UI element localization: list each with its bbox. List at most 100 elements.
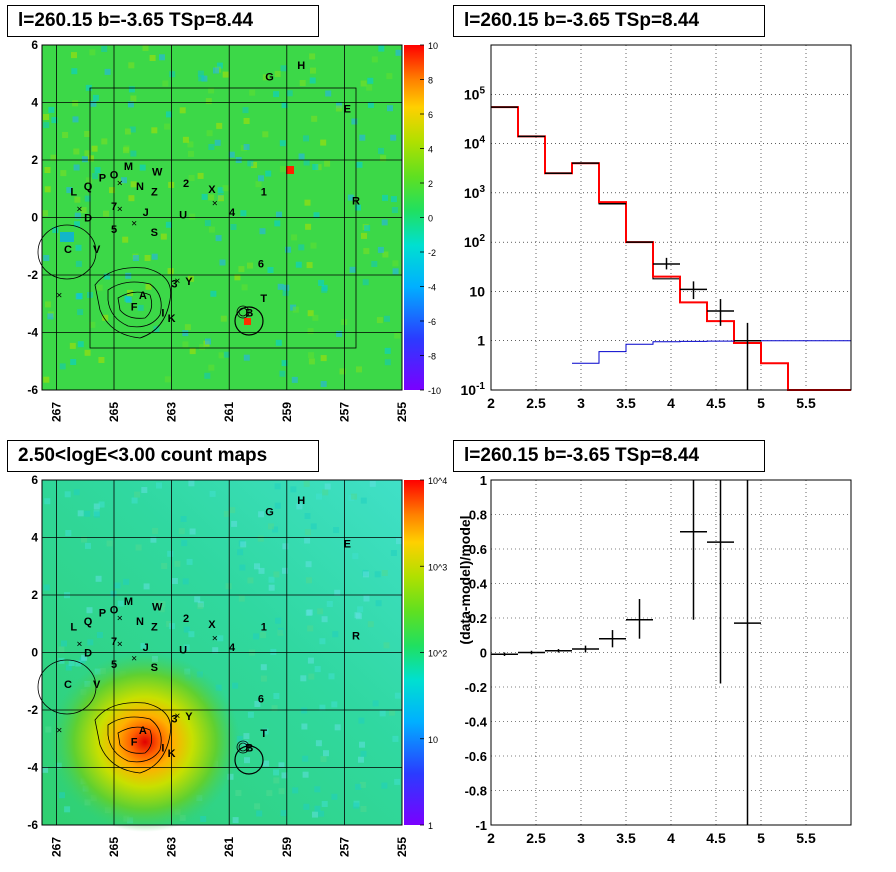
noise-pixel xyxy=(159,601,166,608)
y-tick-labels: -1 -0.8 -0.6 -0.4 -0.2 0 0.2 0.4 0.6 0.8 1 xyxy=(465,473,488,833)
noise-pixel xyxy=(201,75,208,82)
noise-pixel xyxy=(143,583,150,590)
y-tick-label: 4 xyxy=(31,96,38,110)
noise-pixel xyxy=(360,497,367,504)
noise-pixel xyxy=(309,53,316,60)
noise-pixel xyxy=(71,52,77,59)
noise-pixel xyxy=(205,98,212,105)
noise-pixel xyxy=(208,87,215,94)
noise-pixel xyxy=(347,194,354,201)
noise-pixel xyxy=(277,283,284,290)
noise-pixel xyxy=(307,310,314,317)
source-marker xyxy=(212,635,218,641)
noise-pixel xyxy=(238,266,245,273)
noise-pixel xyxy=(160,233,167,240)
noise-pixel xyxy=(383,642,390,649)
noise-pixel xyxy=(188,631,195,638)
source-label: 5 xyxy=(111,224,117,236)
noise-pixel xyxy=(45,301,51,308)
noise-pixel xyxy=(194,596,201,603)
noise-pixel xyxy=(324,160,331,167)
noise-pixel xyxy=(204,372,211,379)
source-label: Y xyxy=(185,711,193,723)
noise-pixel xyxy=(228,151,235,158)
x-tick-label: 3.5 xyxy=(616,830,636,846)
noise-pixel xyxy=(165,221,172,228)
noise-pixel xyxy=(197,70,204,77)
noise-pixel xyxy=(354,612,361,619)
noise-pixel xyxy=(314,666,321,673)
source-marker xyxy=(117,615,123,621)
noise-pixel xyxy=(159,54,165,61)
source-label: K xyxy=(168,313,176,325)
noise-pixel xyxy=(199,344,206,351)
noise-pixel xyxy=(123,578,130,585)
noise-pixel xyxy=(188,480,195,487)
noise-pixel xyxy=(381,219,388,226)
noise-pixel xyxy=(355,783,362,790)
x-tick-label: 4.5 xyxy=(706,830,726,846)
noise-pixel xyxy=(127,101,134,108)
x-tick-label: 4.5 xyxy=(706,395,726,411)
source-label: B xyxy=(245,307,253,319)
source-label: 3 xyxy=(171,714,177,726)
noise-pixel xyxy=(59,363,66,370)
noise-pixel xyxy=(212,647,219,654)
noise-pixel xyxy=(84,150,91,157)
colorbar-tick-label: -2 xyxy=(428,248,436,258)
noise-pixel xyxy=(259,228,266,235)
map-frame xyxy=(41,44,403,391)
noise-pixel xyxy=(237,549,244,556)
noise-pixel xyxy=(304,529,311,536)
source-label: X xyxy=(208,619,216,631)
colorbar xyxy=(404,480,424,825)
noise-pixel xyxy=(130,181,137,188)
noise-pixel xyxy=(351,118,358,125)
noise-pixel xyxy=(84,349,91,356)
noise-pixel xyxy=(258,511,265,518)
noise-pixel xyxy=(130,95,137,102)
noise-pixel xyxy=(231,520,238,527)
noise-pixel xyxy=(304,199,311,206)
source-label: 4 xyxy=(229,207,236,219)
noise-pixel xyxy=(241,284,248,291)
noise-pixel xyxy=(256,810,263,817)
noise-pixel xyxy=(73,164,80,171)
noise-pixel xyxy=(352,553,359,560)
cold-pixel xyxy=(60,232,74,242)
noise-pixel xyxy=(323,750,329,757)
noise-pixel xyxy=(339,368,346,375)
noise-pixel xyxy=(81,536,87,543)
noise-pixel xyxy=(308,358,315,365)
y-tick-label: -6 xyxy=(27,383,38,397)
noise-pixel xyxy=(292,787,299,794)
noise-pixel xyxy=(305,561,312,568)
noise-pixel xyxy=(62,132,69,138)
noise-pixel xyxy=(90,100,97,107)
noise-pixel xyxy=(92,173,99,180)
x-tick-label: 3.5 xyxy=(616,395,636,411)
noise-pixel xyxy=(375,600,382,607)
noise-pixel xyxy=(349,266,356,273)
noise-pixel xyxy=(141,487,148,493)
noise-pixel xyxy=(135,544,142,551)
noise-pixel xyxy=(260,664,267,671)
noise-pixel xyxy=(355,204,361,211)
noise-pixel xyxy=(223,351,230,358)
noise-pixel xyxy=(335,105,342,112)
source-label: J xyxy=(143,642,149,654)
source-marker xyxy=(117,206,123,212)
colorbar-tick-label: 0 xyxy=(428,214,433,224)
noise-pixel xyxy=(239,564,246,571)
noise-pixel xyxy=(378,147,384,154)
noise-pixel xyxy=(316,493,322,500)
source-label: T xyxy=(260,728,267,740)
y-tick-label: 10 xyxy=(469,283,485,299)
noise-pixel xyxy=(75,260,82,267)
source-label: P xyxy=(99,172,106,184)
noise-pixel xyxy=(277,629,284,636)
noise-pixel xyxy=(59,792,65,799)
source-label: V xyxy=(93,244,101,256)
noise-pixel xyxy=(280,810,287,817)
